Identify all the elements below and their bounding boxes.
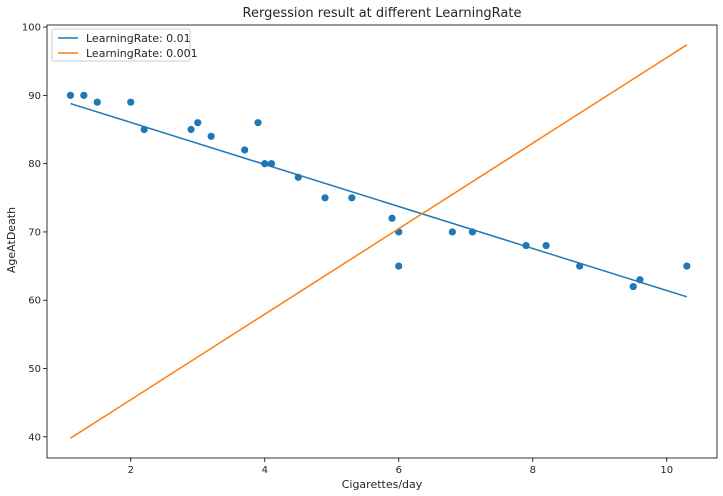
chart-title: Rergession result at different LearningR… bbox=[243, 6, 522, 21]
scatter-point bbox=[93, 98, 101, 106]
x-tick-label: 10 bbox=[660, 465, 673, 476]
plot-area bbox=[46, 24, 718, 459]
series-line-1 bbox=[70, 44, 688, 439]
scatter-point bbox=[80, 91, 88, 99]
legend-box bbox=[51, 28, 191, 62]
y-axis-label: AgeAtDeath bbox=[5, 207, 18, 273]
scatter-point bbox=[127, 98, 135, 106]
y-tick-label: 40 bbox=[28, 432, 41, 443]
plot-frame bbox=[46, 24, 718, 459]
legend: LearningRate: 0.01 LearningRate: 0.001 bbox=[51, 28, 198, 62]
scatter-point bbox=[542, 241, 550, 250]
x-axis: 2 4 6 8 10 bbox=[128, 458, 673, 476]
scatter-point bbox=[321, 194, 329, 202]
x-axis-label: Cigarettes/day bbox=[342, 478, 423, 491]
scatter-point bbox=[448, 228, 456, 236]
y-tick-label: 90 bbox=[28, 91, 41, 102]
scatter-point bbox=[241, 146, 249, 154]
y-tick-label: 60 bbox=[28, 296, 41, 307]
scatter-point bbox=[187, 125, 195, 134]
y-tick-label: 50 bbox=[28, 364, 41, 375]
series-line-0 bbox=[70, 102, 688, 298]
x-tick-label: 6 bbox=[396, 465, 402, 476]
legend-label-0: LearningRate: 0.01 bbox=[86, 32, 191, 45]
y-axis: 40 50 60 70 80 90 100 bbox=[22, 23, 47, 443]
y-tick-label: 100 bbox=[22, 23, 41, 34]
legend-label-1: LearningRate: 0.001 bbox=[86, 47, 198, 60]
scatter-point bbox=[348, 194, 356, 202]
scatter-point bbox=[629, 282, 637, 291]
x-tick-label: 4 bbox=[262, 465, 268, 476]
scatter-point bbox=[683, 262, 691, 270]
scatter-point bbox=[194, 119, 202, 127]
y-tick-label: 80 bbox=[28, 159, 41, 170]
scatter-point bbox=[207, 132, 215, 140]
scatter-point bbox=[388, 214, 396, 222]
y-tick-label: 70 bbox=[28, 227, 41, 238]
x-tick-label: 2 bbox=[128, 465, 134, 476]
scatter-point bbox=[254, 119, 262, 127]
scatter-point bbox=[395, 262, 403, 270]
scatter-point bbox=[66, 91, 75, 99]
x-tick-label: 8 bbox=[530, 465, 536, 476]
